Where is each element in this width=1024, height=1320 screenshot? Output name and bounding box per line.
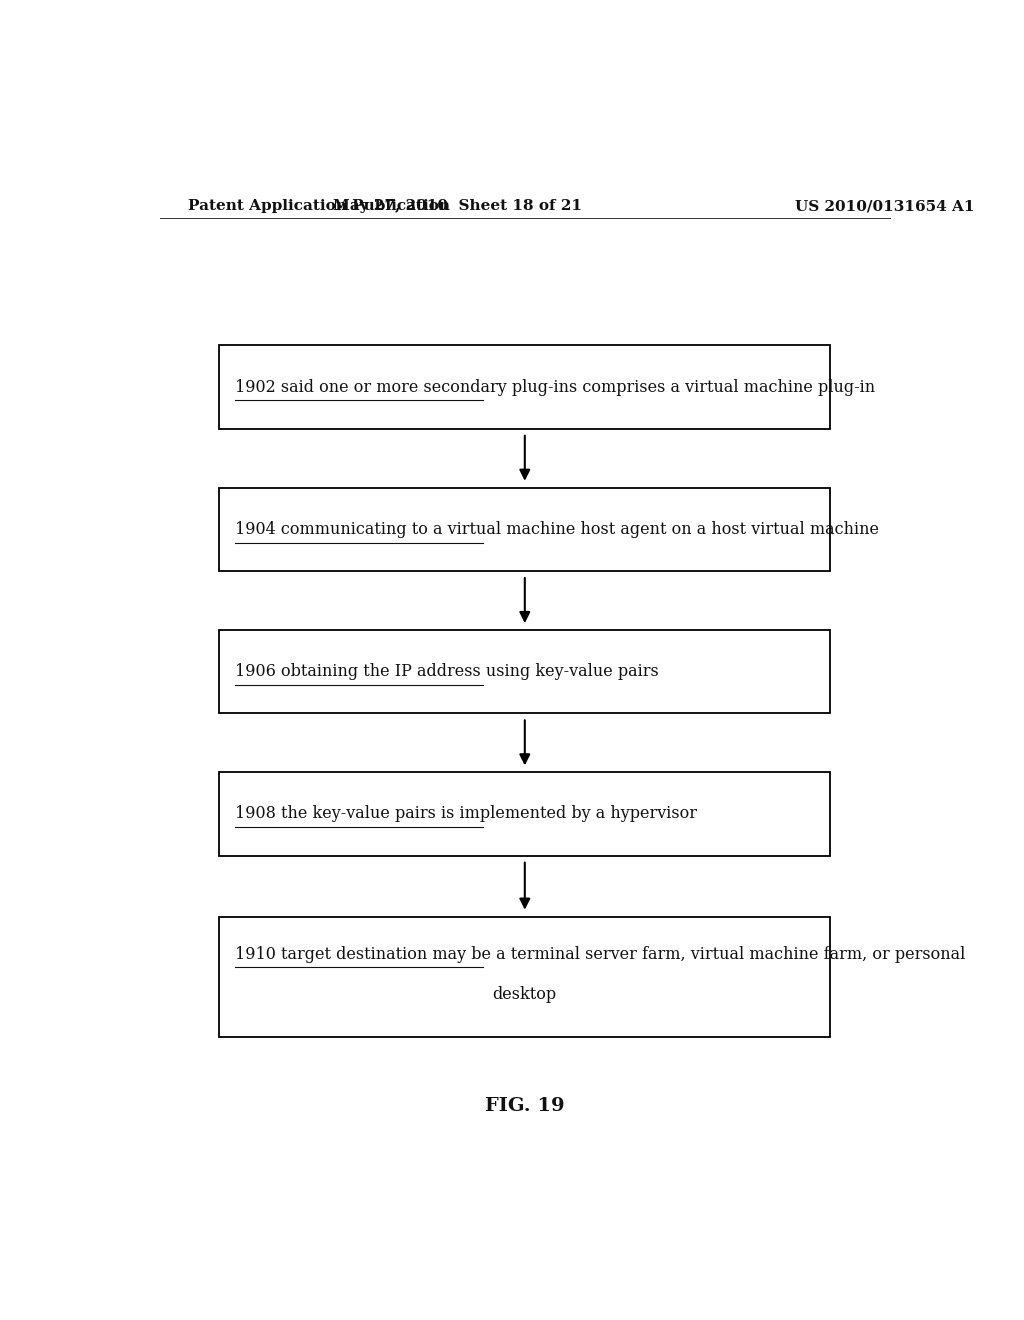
Bar	[219, 630, 830, 713]
Text: May 27, 2010  Sheet 18 of 21: May 27, 2010 Sheet 18 of 21	[333, 199, 582, 213]
Text: 1902 said one or more secondary plug-ins comprises a virtual machine plug-in: 1902 said one or more secondary plug-ins…	[236, 379, 876, 396]
Bar	[219, 487, 830, 572]
Text: US 2010/0131654 A1: US 2010/0131654 A1	[795, 199, 974, 213]
Text: desktop: desktop	[493, 986, 557, 1003]
Text: FIG. 19: FIG. 19	[485, 1097, 564, 1114]
Text: Patent Application Publication: Patent Application Publication	[187, 199, 450, 213]
Text: 1906 obtaining the IP address using key-value pairs: 1906 obtaining the IP address using key-…	[236, 663, 658, 680]
Bar	[219, 772, 830, 855]
Text: 1908 the key-value pairs is implemented by a hypervisor: 1908 the key-value pairs is implemented …	[236, 805, 697, 822]
Bar	[219, 346, 830, 429]
Bar	[219, 916, 830, 1036]
Text: 1904 communicating to a virtual machine host agent on a host virtual machine: 1904 communicating to a virtual machine …	[236, 521, 880, 537]
Text: 1910 target destination may be a terminal server farm, virtual machine farm, or : 1910 target destination may be a termina…	[236, 945, 966, 962]
